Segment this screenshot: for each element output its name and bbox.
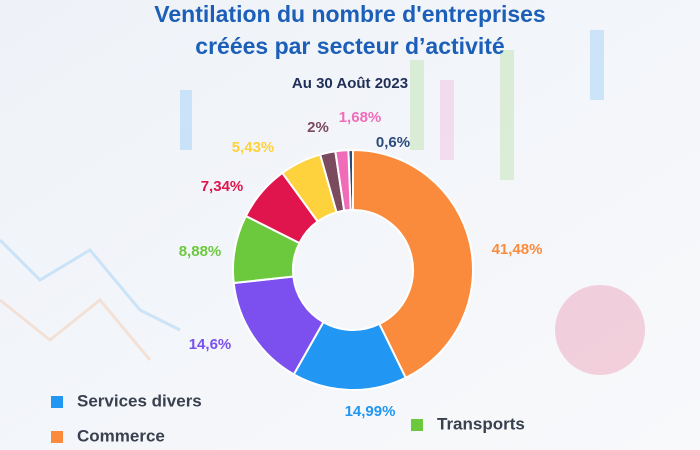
legend-swatch — [51, 431, 63, 443]
chart-title: Ventilation du nombre d'entreprises — [154, 1, 545, 27]
data-label: 5,43% — [232, 139, 275, 156]
data-label: 41,48% — [492, 241, 543, 258]
chart-subtitle: Au 30 Août 2023 — [292, 75, 408, 92]
decor — [0, 30, 645, 375]
data-label: 7,34% — [201, 178, 244, 195]
legend-swatch — [51, 396, 63, 408]
data-label: 2% — [307, 119, 329, 136]
legend-label: Commerce — [77, 426, 165, 445]
data-label: 0,6% — [376, 134, 410, 151]
legend-swatch — [411, 419, 423, 431]
legend-label: Transports — [437, 414, 525, 433]
legend-label: Services divers — [77, 391, 202, 410]
data-label: 14,99% — [345, 403, 396, 420]
chart-title: créées par secteur d’activité — [195, 33, 504, 59]
slice — [352, 148, 475, 380]
slice — [334, 149, 352, 212]
data-label: 14,6% — [189, 336, 232, 353]
data-label: 8,88% — [179, 243, 222, 260]
data-label: 1,68% — [339, 109, 382, 126]
